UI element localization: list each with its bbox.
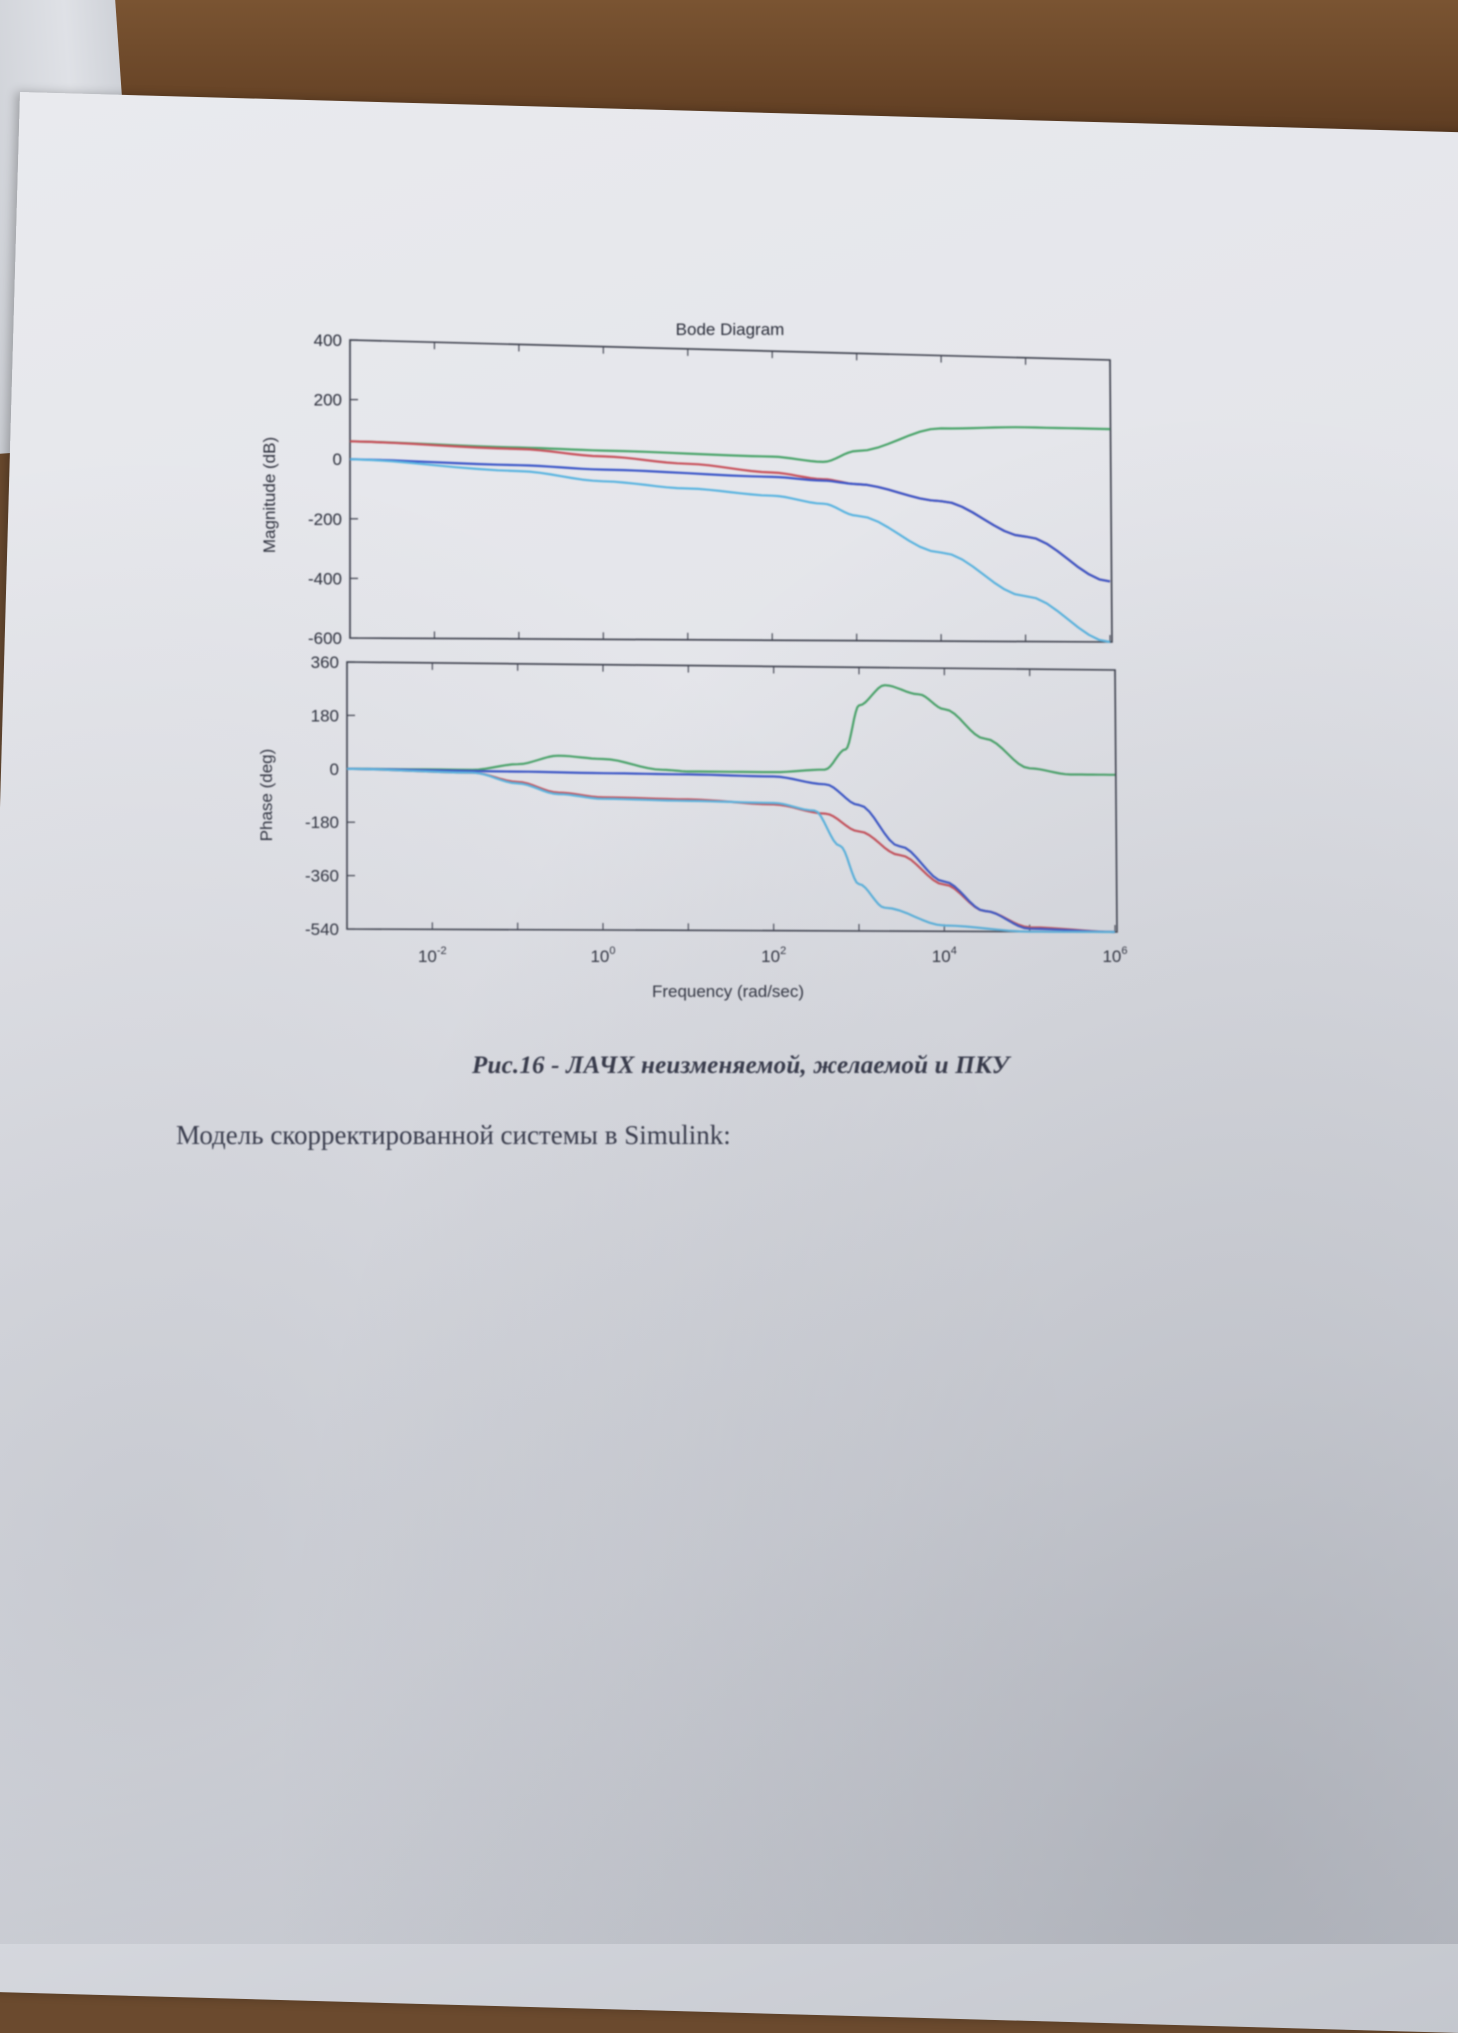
phase-y-tick-label: 360 bbox=[311, 653, 339, 672]
magnitude-series-green bbox=[349, 426, 1111, 463]
magnitude-series-cyan bbox=[349, 458, 1111, 644]
magnitude-y-tick-label: -600 bbox=[308, 629, 342, 648]
magnitude-y-axis-label: Magnitude (dB) bbox=[260, 437, 279, 553]
phase-series-blue bbox=[346, 767, 1116, 934]
phase-frame bbox=[346, 661, 1118, 933]
x-tick-label: 10-2 bbox=[418, 945, 447, 966]
figure-caption: Рис.16 - ЛАЧХ неизменяемой, желаемой и П… bbox=[472, 1052, 1010, 1079]
phase-series-green bbox=[346, 684, 1115, 776]
phase-series-cyan bbox=[346, 767, 1115, 934]
x-tick-label: 100 bbox=[590, 945, 615, 966]
phase-y-tick-label: -360 bbox=[305, 867, 339, 886]
magnitude-y-tick-label: 200 bbox=[314, 391, 342, 410]
x-tick-label: 106 bbox=[1102, 945, 1127, 966]
phase-series-red bbox=[346, 767, 1116, 934]
phase-y-tick-label: 0 bbox=[330, 760, 339, 779]
phase-y-tick-label: 180 bbox=[311, 706, 339, 725]
body-paragraph: Модель скорректированной системы в Simul… bbox=[176, 1120, 731, 1150]
bode-diagram: Bode Diagram Magnitude (dB) Phase (deg) … bbox=[257, 320, 1128, 1001]
chart-title: Bode Diagram bbox=[676, 320, 785, 339]
x-tick-label: 104 bbox=[932, 945, 957, 966]
x-axis-label: Frequency (rad/sec) bbox=[652, 982, 804, 1001]
magnitude-y-tick-label: -200 bbox=[308, 510, 342, 529]
magnitude-y-tick-label: -400 bbox=[308, 569, 342, 588]
magnitude-y-tick-label: 400 bbox=[314, 331, 342, 350]
phase-y-tick-label: -180 bbox=[305, 813, 339, 832]
phase-y-tick-label: -540 bbox=[305, 920, 339, 939]
magnitude-panel: 400 200 0 -200 -400 -600 bbox=[308, 331, 1113, 648]
phase-panel: 360 180 0 -180 -360 -540 10-2 100 102 104 106 bbox=[305, 653, 1128, 966]
magnitude-frame bbox=[349, 339, 1113, 643]
magnitude-series-red bbox=[349, 440, 1111, 583]
x-tick-label: 102 bbox=[761, 945, 786, 966]
phase-y-axis-label: Phase (deg) bbox=[257, 749, 276, 842]
magnitude-series-blue bbox=[349, 458, 1111, 583]
magnitude-y-tick-label: 0 bbox=[333, 450, 342, 469]
